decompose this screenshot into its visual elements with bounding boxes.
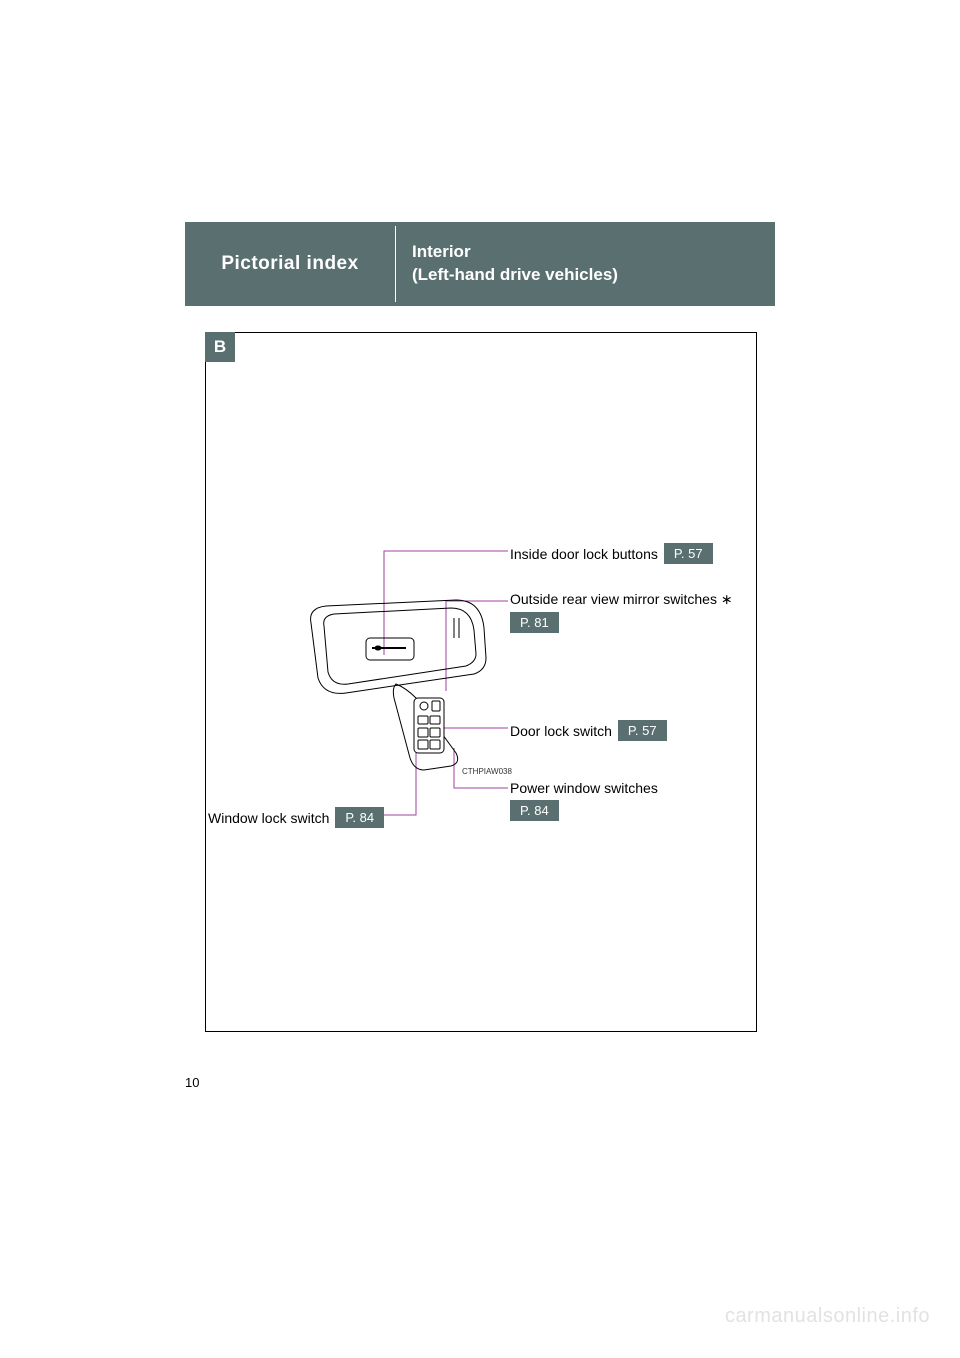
header-right: Interior (Left-hand drive vehicles)	[396, 222, 775, 306]
outside-mirror-label: Outside rear view mirror switches ∗	[510, 591, 733, 608]
diagram-code: CTHPIAW038	[462, 767, 512, 776]
header-bar: Pictorial index Interior (Left-hand driv…	[185, 222, 775, 306]
door-panel-diagram	[306, 598, 506, 778]
header-left: Pictorial index	[185, 222, 395, 306]
power-window-pageref[interactable]: P. 84	[510, 800, 559, 821]
inside-door-lock-label: Inside door lock buttons	[510, 546, 658, 562]
outside-mirror-pageref[interactable]: P. 81	[510, 612, 559, 633]
inside-door-lock-pageref[interactable]: P. 57	[664, 543, 713, 564]
watermark: carmanualsonline.info	[725, 1305, 930, 1328]
pictorial-index-title: Pictorial index	[221, 253, 358, 275]
note-asterisk: ∗	[721, 591, 733, 607]
header-subtitle-line2: (Left-hand drive vehicles)	[412, 264, 775, 287]
callout-inside-door-lock: Inside door lock buttons P. 57	[510, 543, 713, 564]
header-subtitle-line1: Interior	[412, 241, 775, 264]
power-window-label: Power window switches	[510, 780, 658, 796]
page-number: 10	[185, 1075, 199, 1090]
window-lock-text: Window lock switch	[208, 810, 329, 826]
section-marker: B	[205, 332, 235, 362]
callout-outside-mirror: Outside rear view mirror switches ∗ P. 8…	[510, 591, 733, 633]
callout-door-lock-switch: Door lock switch P. 57	[510, 720, 667, 741]
window-lock-callout: Window lock switch P. 84	[208, 807, 384, 828]
diagram-frame: B	[205, 332, 757, 1032]
door-lock-switch-pageref[interactable]: P. 57	[618, 720, 667, 741]
callout-power-window: Power window switches P. 84	[510, 780, 658, 821]
page-container: Pictorial index Interior (Left-hand driv…	[185, 0, 775, 1358]
window-lock-pageref[interactable]: P. 84	[335, 807, 384, 828]
door-lock-switch-label: Door lock switch	[510, 723, 612, 739]
